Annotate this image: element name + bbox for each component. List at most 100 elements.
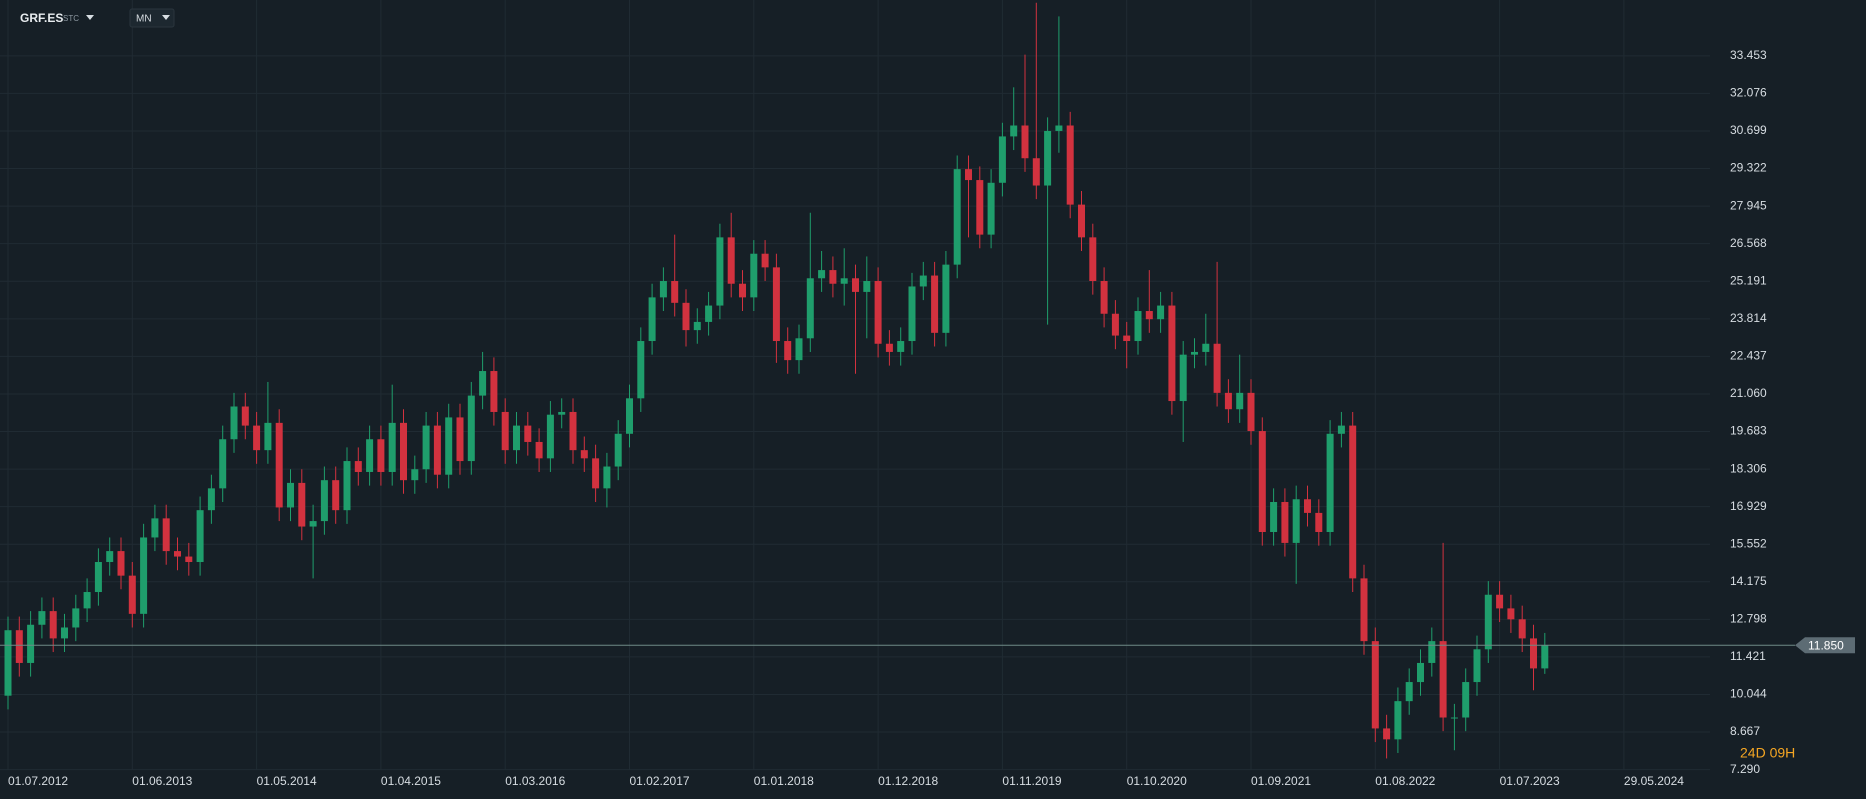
candle-body: [885, 343, 893, 352]
candle-body: [253, 425, 261, 451]
candle-body: [863, 281, 871, 292]
candle-body: [106, 551, 114, 563]
y-tick-label: 25.191: [1730, 273, 1767, 287]
candle-body: [761, 253, 769, 268]
candle-body: [1202, 343, 1210, 352]
candle-body: [1157, 305, 1165, 320]
candle-body: [852, 278, 859, 292]
candle-body: [1123, 335, 1131, 342]
candle-body: [15, 630, 23, 663]
candle-body: [784, 341, 792, 361]
candle-body: [1089, 237, 1097, 282]
candle-body: [1292, 499, 1300, 543]
x-tick-label: 01.10.2020: [1127, 774, 1187, 788]
candle-body: [151, 518, 159, 538]
candle-body: [1518, 619, 1526, 639]
candle-body: [1111, 313, 1119, 336]
candle-body: [1371, 641, 1379, 729]
y-tick-label: 29.322: [1730, 161, 1767, 175]
candle-body: [275, 422, 283, 508]
candle-body: [1258, 431, 1266, 532]
candle-body: [366, 439, 374, 472]
y-tick-label: 10.044: [1730, 687, 1767, 701]
candle-body: [1270, 501, 1278, 532]
dropdown-arrow[interactable]: [86, 15, 94, 20]
y-tick-label: 18.306: [1730, 461, 1767, 475]
last-price-label: 11.850: [1808, 638, 1844, 652]
x-tick-label: 01.11.2019: [1002, 774, 1061, 788]
candle-body: [580, 450, 588, 459]
candle-body: [479, 371, 487, 396]
candle-body: [1541, 645, 1549, 669]
y-tick-label: 21.060: [1730, 386, 1767, 400]
candle-body: [1179, 354, 1187, 402]
candle-body: [1349, 425, 1357, 579]
candle-body: [162, 518, 170, 552]
candle-body: [83, 592, 91, 609]
candle-body: [931, 275, 939, 333]
candle-body: [942, 264, 950, 333]
candle-body: [241, 406, 249, 426]
last-price-tag: [1795, 637, 1855, 654]
candle-body: [1417, 662, 1424, 683]
x-tick-label: 01.12.2018: [878, 774, 938, 788]
candle-body: [128, 575, 136, 614]
candle-body: [1496, 594, 1504, 609]
y-tick-label: 23.814: [1730, 311, 1767, 325]
candle-body: [953, 169, 961, 265]
candle-body: [897, 341, 905, 352]
candle-body: [411, 469, 419, 481]
candle-body: [1191, 351, 1198, 355]
candle-body: [795, 338, 803, 361]
candle-body: [388, 422, 396, 472]
x-tick-label: 01.07.2012: [8, 774, 68, 788]
y-tick-label: 8.667: [1730, 724, 1760, 738]
candle-body: [965, 169, 972, 181]
ticker[interactable]: GRF.ES: [20, 11, 63, 25]
candle-body: [705, 305, 713, 322]
x-tick-label: 01.01.2018: [754, 774, 814, 788]
y-tick-label: 22.437: [1730, 349, 1767, 363]
candle-body: [818, 270, 826, 279]
interval[interactable]: MN: [136, 14, 152, 25]
candle-body: [433, 425, 441, 475]
candle-body: [1315, 512, 1323, 532]
candle-body: [1484, 594, 1492, 650]
candle-body: [637, 341, 645, 399]
candle-body: [716, 237, 724, 306]
candle-body: [501, 411, 509, 451]
candle-body: [806, 278, 814, 339]
candle-body: [298, 482, 306, 527]
candle-body: [49, 611, 57, 639]
candle-body: [1224, 392, 1232, 410]
candle-body: [38, 611, 46, 625]
candle-body: [987, 182, 995, 235]
candle-body: [1473, 649, 1481, 683]
candle-body: [343, 461, 351, 511]
y-tick-label: 30.699: [1730, 123, 1767, 137]
candle-body: [1032, 158, 1040, 186]
candle-body: [908, 286, 916, 342]
y-tick-label: 26.568: [1730, 236, 1767, 250]
candle-body: [592, 458, 600, 489]
countdown: 24D 09H: [1740, 745, 1795, 761]
candle-body: [1439, 641, 1447, 718]
candle-body: [976, 180, 984, 235]
candle-body: [682, 302, 690, 331]
y-tick-label: 11.421: [1730, 649, 1766, 663]
candle-body: [1021, 125, 1029, 159]
y-tick-label: 27.945: [1730, 198, 1767, 212]
candle-body: [207, 488, 215, 511]
x-tick-label: 01.04.2015: [381, 774, 441, 788]
candle-body: [750, 253, 758, 298]
candle-body: [840, 278, 848, 284]
candle-body: [739, 283, 746, 298]
candle-body: [772, 267, 780, 342]
dropdown-arrow[interactable]: [162, 15, 170, 20]
candle-body: [1450, 717, 1458, 719]
candle-body: [467, 395, 475, 462]
candle-body: [1044, 130, 1052, 186]
interval-button[interactable]: [129, 8, 175, 28]
